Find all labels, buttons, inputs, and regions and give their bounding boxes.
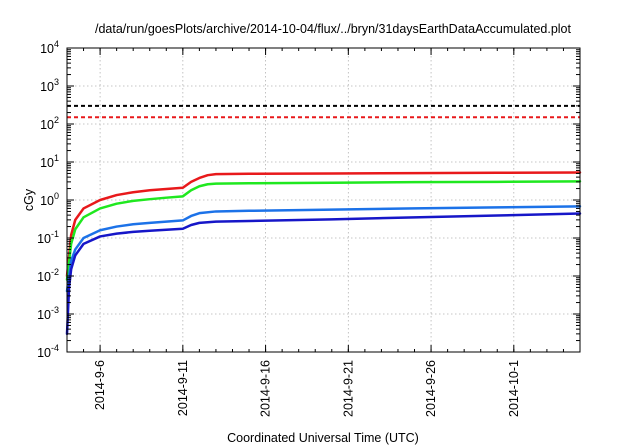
x-tick-label: 2014-10-1 xyxy=(507,360,521,417)
x-tick-label: 2014-9-21 xyxy=(341,360,355,417)
series-line-2 xyxy=(65,180,582,281)
series-line-4 xyxy=(65,212,582,336)
y-tick-label: 102 xyxy=(40,115,59,132)
x-axis-ticks: 2014-9-6 2014-9-11 2014-9-16 2014-9-21 2014-… xyxy=(66,48,581,417)
x-tick-label: 2014-9-16 xyxy=(259,360,273,417)
y-axis-label: cGy xyxy=(22,188,36,211)
y-tick-label: 101 xyxy=(40,153,59,170)
y-axis-ticks: 10-4 10-3 10-2 10-1 100 101 102 103 104 xyxy=(37,39,580,360)
x-tick-label: 2014-9-6 xyxy=(93,360,107,410)
y-tick-label: 103 xyxy=(40,77,59,94)
y-tick-label: 10-2 xyxy=(37,267,59,284)
y-tick-label: 100 xyxy=(40,191,59,208)
chart-title: /data/run/goesPlots/archive/2014-10-04/f… xyxy=(95,22,571,36)
x-tick-label: 2014-9-11 xyxy=(176,360,190,416)
series-line-1 xyxy=(65,171,582,278)
reference-lines xyxy=(67,104,580,119)
y-tick-label: 10-1 xyxy=(37,229,59,246)
series-line-3 xyxy=(65,205,582,293)
x-tick-label: 2014-9-26 xyxy=(424,360,438,417)
y-tick-label: 10-3 xyxy=(37,305,59,322)
x-axis-label: Coordinated Universal Time (UTC) xyxy=(227,431,419,445)
y-tick-label: 10-4 xyxy=(37,343,59,360)
y-tick-label: 104 xyxy=(40,39,59,56)
series-group xyxy=(65,171,582,336)
